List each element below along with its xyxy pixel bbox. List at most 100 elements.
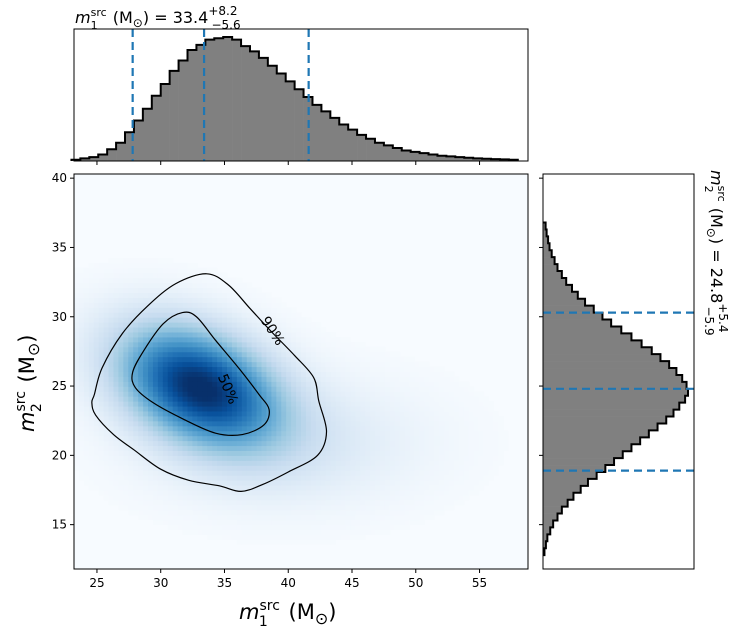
density-cell [498,420,504,427]
density-cell [182,406,188,412]
density-cell [212,534,218,540]
density-cell [325,470,332,476]
density-cell [138,322,144,328]
density-cell [375,450,381,456]
density-cell [192,480,198,486]
density-cell [375,529,381,535]
density-cell [419,381,425,387]
density-cell [281,435,287,442]
density-cell [108,277,114,284]
density-cell [473,490,480,496]
density-cell [365,514,371,521]
density-cell [103,327,110,333]
density-cell [128,287,134,293]
density-cell [113,292,119,298]
density-cell [315,514,322,521]
density-cell [123,406,129,412]
density-cell [404,440,411,447]
density-cell [197,524,203,530]
density-cell [384,465,391,471]
density-cell [350,519,356,526]
density-cell [335,351,341,358]
density-cell [128,415,134,422]
density-cell [399,361,406,368]
density-cell [182,425,188,432]
density-cell [301,425,307,432]
density-cell [172,475,179,481]
density-cell [384,415,391,422]
density-cell [458,450,465,456]
density-cell [286,445,292,451]
density-cell [128,494,134,501]
density-cell [261,514,267,521]
density-cell [118,327,124,333]
density-cell [152,386,159,392]
density-cell [394,440,401,447]
density-cell [271,317,277,323]
density-cell [266,346,272,353]
density-cell [118,287,124,293]
density-cell [399,524,406,530]
density-cell [355,401,361,407]
density-cell [78,332,85,338]
density-cell [330,435,337,442]
density-cell [330,470,337,476]
density-cell [458,440,465,447]
density-cell [118,292,124,298]
density-cell [345,356,351,363]
density-cell [330,332,337,338]
density-cell [207,470,213,476]
density-cell [305,490,312,496]
density-cell [241,356,248,363]
density-cell [148,322,154,328]
density-cell [360,485,366,491]
top-hist-bar [241,46,251,161]
density-cell [310,366,317,372]
density-cell [113,297,119,303]
density-cell [424,435,430,442]
density-cell [83,272,90,279]
density-cell [345,514,351,521]
density-cell [276,460,282,466]
density-cell [335,420,341,427]
density-cell [350,401,356,407]
density-cell [325,485,332,491]
density-cell [261,519,267,526]
density-cell [212,485,218,491]
density-cell [271,420,277,427]
density-cell [241,307,248,313]
density-cell [93,475,100,481]
density-cell [360,361,366,368]
density-cell [375,381,381,387]
density-cell [231,519,238,526]
density-cell [375,485,381,491]
density-cell [187,445,193,451]
density-cell [375,376,381,382]
density-cell [212,307,218,313]
density-cell [251,499,258,506]
density-cell [315,430,322,437]
density-cell [320,361,327,368]
density-cell [246,440,253,447]
density-cell [78,376,85,382]
density-cell [192,509,198,516]
density-cell [157,257,164,264]
density-cell [271,336,277,343]
density-cell [222,307,228,313]
density-cell [246,539,253,545]
density-cell [182,519,188,526]
density-cell [444,455,450,461]
density-cell [315,460,322,466]
density-cell [246,499,253,506]
density-cell [350,514,356,521]
density-cell [207,287,213,293]
density-cell [162,312,169,318]
density-cell [251,336,258,343]
density-cell [241,465,248,471]
density-cell [429,494,435,501]
density-cell [172,317,179,323]
density-cell [192,267,198,274]
density-cell [414,381,420,387]
density-cell [74,366,80,372]
density-cell [379,490,386,496]
